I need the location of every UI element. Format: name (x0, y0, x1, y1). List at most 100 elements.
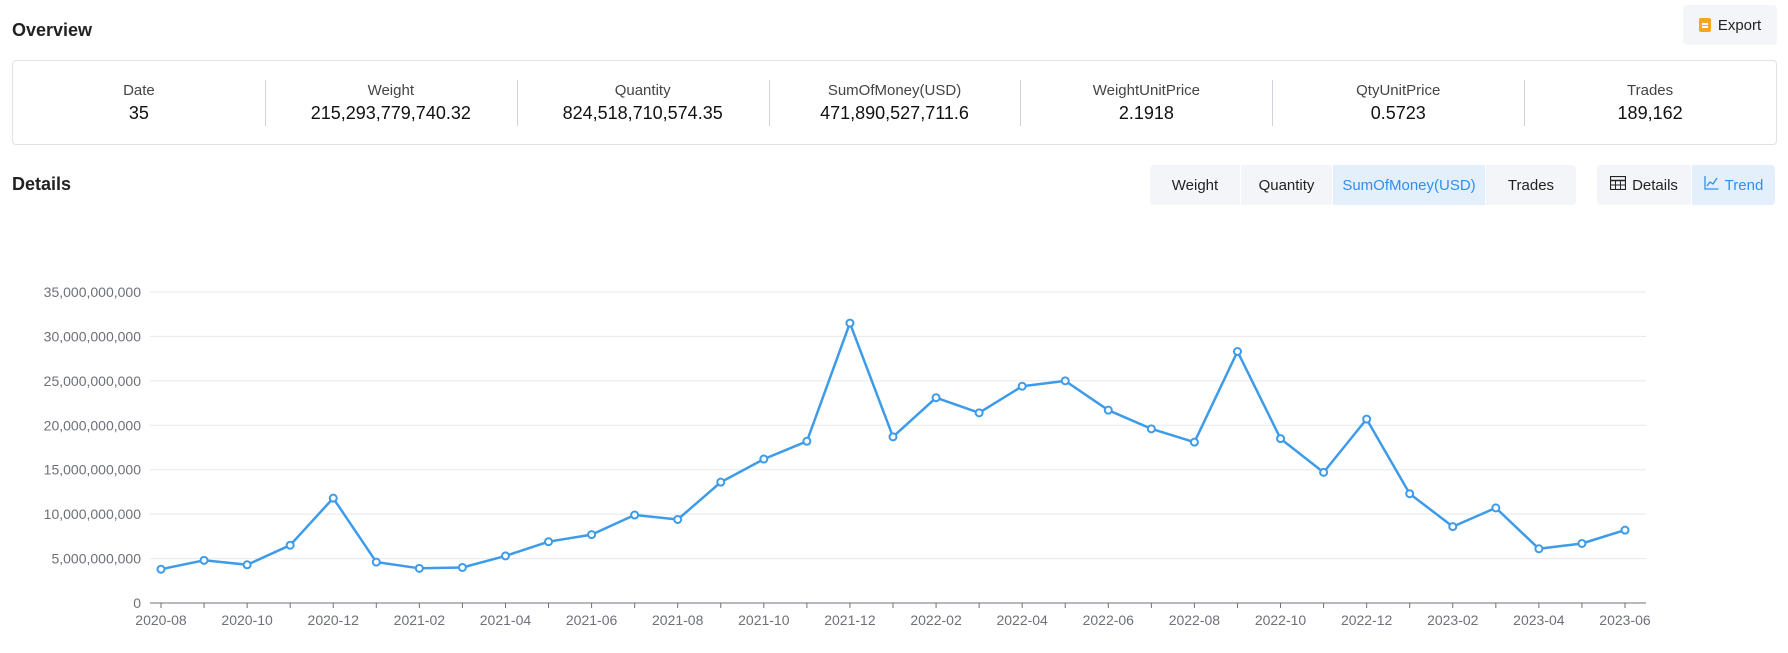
data-point[interactable] (1405, 489, 1415, 499)
export-button[interactable]: Export (1683, 5, 1777, 45)
data-point[interactable] (414, 563, 424, 573)
data-point[interactable] (1146, 424, 1156, 434)
data-point[interactable] (1319, 467, 1329, 477)
y-tick-label: 5,000,000,000 (51, 551, 141, 567)
x-tick-label: 2021-04 (480, 612, 532, 628)
data-point[interactable] (328, 493, 338, 503)
stat-label: Date (123, 81, 155, 99)
stat-value: 35 (128, 102, 149, 123)
data-point[interactable] (759, 454, 769, 464)
data-point[interactable] (1060, 376, 1070, 386)
data-point[interactable] (845, 318, 855, 328)
stat-qty-unit-price: QtyUnitPrice 0.5723 (1272, 78, 1524, 128)
file-export-icon (1698, 18, 1711, 32)
table-icon (1609, 175, 1627, 194)
data-point[interactable] (1534, 544, 1544, 554)
data-point[interactable] (1362, 414, 1372, 424)
stat-label: Quantity (614, 81, 671, 99)
stat-label: SumOfMoney(USD) (827, 81, 962, 99)
export-label: Export (1717, 16, 1762, 34)
tab-details-label: Details (1632, 176, 1678, 194)
data-point[interactable] (1017, 381, 1027, 391)
x-tick-label: 2022-08 (1169, 612, 1221, 628)
y-tick-label: 30,000,000,000 (44, 328, 142, 344)
data-point[interactable] (1276, 434, 1286, 444)
stat-weight-unit-price: WeightUnitPrice 2.1918 (1020, 78, 1272, 128)
data-point[interactable] (544, 537, 554, 547)
stat-label: Weight (367, 81, 414, 99)
y-tick-label: 20,000,000,000 (44, 417, 142, 433)
data-point[interactable] (1448, 522, 1458, 532)
x-tick-label: 2023-02 (1427, 612, 1479, 628)
x-tick-label: 2022-06 (1083, 612, 1135, 628)
x-tick-label: 2021-08 (652, 612, 704, 628)
data-point[interactable] (1620, 525, 1630, 535)
data-point[interactable] (1103, 405, 1113, 415)
tab-trades[interactable]: Trades (1485, 165, 1576, 205)
overview-stats-card: Date 35 Weight 215,293,779,740.32 Quanti… (12, 60, 1777, 145)
data-point[interactable] (199, 555, 209, 565)
stat-date: Date 35 (13, 78, 265, 128)
stat-sum-of-money: SumOfMoney(USD) 471,890,527,711.6 (768, 78, 1021, 128)
stat-value: 471,890,527,711.6 (820, 102, 969, 123)
data-point[interactable] (673, 514, 683, 524)
y-tick-label: 15,000,000,000 (44, 462, 142, 478)
x-tick-label: 2022-02 (910, 612, 962, 628)
x-tick-label: 2021-02 (394, 612, 446, 628)
tab-weight[interactable]: Weight (1171, 176, 1219, 194)
x-tick-label: 2020-10 (221, 612, 273, 628)
data-point[interactable] (242, 560, 252, 570)
x-tick-label: 2022-12 (1341, 612, 1393, 628)
line-chart-icon (1704, 176, 1719, 194)
data-point[interactable] (156, 564, 166, 574)
chart-series (156, 318, 1630, 574)
stat-quantity: Quantity 824,518,710,574.35 (516, 78, 769, 128)
stat-weight: Weight 215,293,779,740.32 (264, 78, 517, 128)
metric-tabs: Weight Quantity SumOfMoney(USD) Trades (1150, 165, 1576, 205)
details-title: Details (12, 174, 72, 194)
overview-title: Overview (12, 20, 93, 40)
tab-sum-of-money[interactable]: SumOfMoney(USD) (1332, 165, 1485, 205)
stat-value: 2.1918 (1118, 102, 1174, 123)
data-point[interactable] (716, 477, 726, 487)
x-tick-label: 2023-04 (1513, 612, 1565, 628)
chart-gridlines (150, 291, 1646, 560)
stat-trades: Trades 189,162 (1524, 78, 1776, 128)
stat-label: WeightUnitPrice (1092, 81, 1200, 99)
data-point[interactable] (1577, 538, 1587, 548)
trend-line-chart: 0 5,000,000,000 10,000,000,000 15,000,000,0… (44, 284, 1651, 628)
stat-value: 215,293,779,740.32 (310, 102, 471, 123)
y-tick-label: 10,000,000,000 (44, 506, 142, 522)
data-point[interactable] (630, 510, 640, 520)
y-tick-label: 25,000,000,000 (44, 373, 142, 389)
data-point[interactable] (1232, 347, 1242, 357)
data-point[interactable] (285, 540, 295, 550)
tab-trend-label: Trend (1724, 176, 1764, 194)
data-point[interactable] (931, 393, 941, 403)
chart-x-axis: 2020-08 2020-10 2020-12 2021-02 2021-04 2021-… (135, 602, 1651, 628)
x-tick-label: 2021-06 (566, 612, 618, 628)
data-point[interactable] (802, 436, 812, 446)
series-line (160, 321, 1626, 571)
data-point[interactable] (500, 551, 510, 561)
x-tick-label: 2021-10 (738, 612, 790, 628)
data-point[interactable] (1491, 503, 1501, 513)
y-tick-label: 0 (133, 595, 141, 611)
tab-quantity[interactable]: Quantity (1240, 165, 1332, 205)
x-tick-label: 2020-08 (135, 612, 187, 628)
x-tick-label: 2022-10 (1255, 612, 1307, 628)
data-point[interactable] (888, 432, 898, 442)
chart-y-axis: 0 5,000,000,000 10,000,000,000 15,000,000,0… (44, 284, 142, 611)
data-point[interactable] (974, 408, 984, 418)
data-point[interactable] (587, 530, 597, 540)
tab-details-view[interactable]: Details (1597, 165, 1691, 205)
stat-value: 824,518,710,574.35 (562, 102, 723, 123)
data-point[interactable] (371, 557, 381, 567)
tab-trend-view[interactable]: Trend (1691, 165, 1775, 205)
x-tick-label: 2020-12 (308, 612, 360, 628)
data-point[interactable] (1189, 437, 1199, 447)
view-tabs: Details Trend (1597, 165, 1775, 205)
y-tick-label: 35,000,000,000 (44, 284, 142, 300)
x-tick-label: 2023-06 (1599, 612, 1651, 628)
data-point[interactable] (457, 562, 467, 572)
